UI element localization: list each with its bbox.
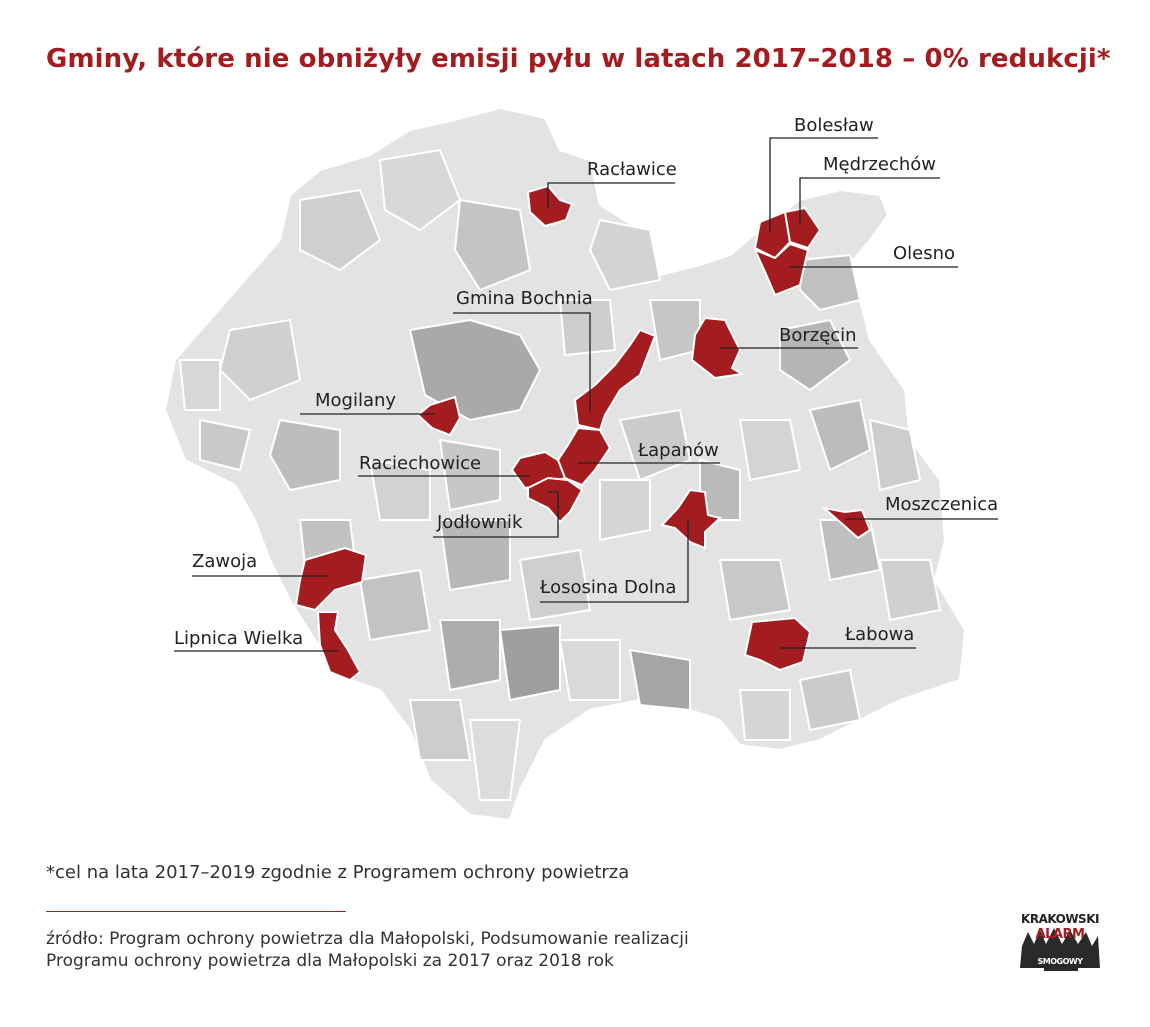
logo-graphic [1020, 928, 1100, 971]
area-lososina-dolna [660, 488, 723, 550]
label-moszczenica: Moszczenica [885, 494, 998, 515]
logo-text-2: ALARM [1035, 927, 1085, 942]
highlighted-gminy [294, 184, 872, 682]
gmina-labels: Racławice Bolesław Mędrzechów Olesno Gmi… [174, 115, 998, 649]
leader-raclawice [547, 182, 675, 208]
leader-jodlownik [433, 491, 559, 538]
source-line-2: Programu ochrony powietrza dla Małopolsk… [46, 951, 614, 971]
area-raclawice [526, 184, 574, 228]
leader-lines [174, 137, 998, 652]
label-medrzechow: Mędrzechów [823, 154, 936, 175]
logo-text-3: SMOGOWY [1037, 957, 1083, 966]
area-moszczenica [820, 506, 872, 540]
label-lapanow: Łapanów [637, 440, 719, 461]
area-jodlownik [527, 476, 584, 524]
label-lososina-dolna: Łososina Dolna [539, 577, 676, 598]
label-mogilany: Mogilany [315, 390, 396, 411]
label-zawoja: Zawoja [192, 551, 257, 572]
leader-boleslaw [769, 137, 878, 232]
area-gmina-bochnia [573, 328, 657, 432]
area-borzecin [690, 316, 745, 380]
area-zawoja [294, 546, 368, 612]
leader-medrzechow [799, 177, 940, 225]
source-line-1: źródło: Program ochrony powietrza dla Ma… [46, 929, 689, 949]
label-lipnica-wielka: Lipnica Wielka [174, 628, 303, 649]
label-raciechowice: Raciechowice [359, 453, 481, 474]
leader-lososina-dolna [540, 520, 689, 603]
krakowski-alarm-smogowy-logo: KRAKOWSKI ALARM SMOGOWY [1016, 910, 1104, 974]
area-lapanow [556, 426, 612, 487]
label-borzecin: Borzęcin [779, 325, 857, 346]
area-lipnica-wielka [316, 611, 362, 682]
logo-text-1: KRAKOWSKI [1021, 912, 1099, 926]
area-labowa [743, 616, 812, 672]
map-title: Gminy, które nie obniżyły emisji pyłu w … [46, 44, 1111, 74]
area-medrzechow [783, 206, 822, 250]
label-olesno: Olesno [893, 243, 955, 264]
source-note: źródło: Program ochrony powietrza dla Ma… [46, 928, 689, 972]
footnote: *cel na lata 2017–2019 zgodnie z Program… [46, 862, 630, 883]
divider [46, 911, 346, 912]
label-jodlownik: Jodłownik [436, 512, 523, 533]
label-gmina-bochnia: Gmina Bochnia [456, 288, 593, 309]
label-boleslaw: Bolesław [794, 115, 874, 136]
area-mogilany [416, 395, 462, 437]
region-patches [178, 148, 942, 801]
leader-gmina-bochnia [453, 312, 591, 412]
label-labowa: Łabowa [844, 624, 914, 645]
label-raclawice: Racławice [587, 159, 677, 180]
